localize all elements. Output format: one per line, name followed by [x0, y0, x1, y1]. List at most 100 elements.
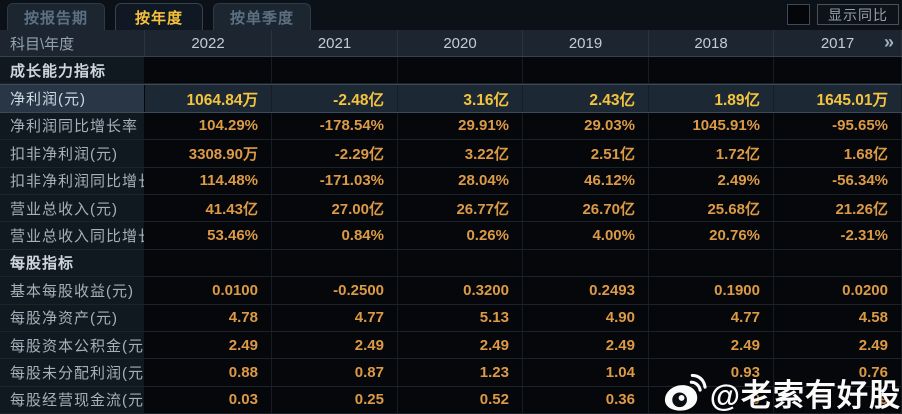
section-header-row: 成长能力指标	[0, 57, 902, 85]
cell-value: 0.2493	[523, 277, 649, 304]
row-label: 净利润(元)	[0, 85, 145, 112]
cell-value: 2.49	[398, 331, 523, 359]
year-column-header: 2017 »	[774, 30, 902, 56]
cell-value: 1.04	[523, 359, 649, 386]
weibo-icon	[662, 373, 707, 413]
cell-value: 53.46%	[145, 222, 272, 249]
cell-value: 0.0200	[774, 277, 902, 304]
row-label: 每股指标	[0, 249, 145, 277]
row-label: 净利润同比增长率	[0, 112, 145, 140]
cell-value: 4.77	[272, 304, 398, 331]
corner-header: 科目\年度	[0, 30, 145, 56]
cell-value: 0.25	[272, 386, 398, 414]
cell-value: 104.29%	[145, 112, 272, 140]
compare-controls: 显示同比	[787, 4, 899, 25]
more-years-chevron-icon[interactable]: »	[883, 32, 894, 53]
year-column-header: 2018	[649, 30, 774, 56]
show-yoy-label[interactable]: 显示同比	[817, 4, 899, 25]
section-header-row: 每股指标	[0, 249, 902, 278]
cell-value: 29.91%	[398, 112, 523, 140]
cell-value: -0.2500	[272, 277, 398, 304]
table-row: 每股净资产(元) 4.78 4.77 5.13 4.90 4.77 4.58	[0, 304, 902, 332]
year-label: 2022	[191, 34, 225, 52]
year-label: 2021	[317, 34, 352, 52]
cell-value: 21.26亿	[774, 194, 902, 222]
cell-value: 28.04%	[398, 167, 523, 194]
cell-value: 0.3200	[398, 277, 523, 304]
year-label: 2017	[820, 34, 855, 52]
tab-annual[interactable]: 按年度	[115, 3, 204, 30]
row-label: 每股资本公积金(元)	[0, 331, 145, 359]
watermark-text: @老索有好股	[709, 378, 901, 413]
year-column-header: 2022	[145, 30, 272, 56]
watermark: @老索有好股	[662, 370, 901, 414]
cell-value: 27.00亿	[272, 194, 398, 222]
cell-value	[398, 249, 523, 277]
row-label: 每股未分配利润(元)	[0, 359, 145, 386]
row-label: 基本每股收益(元)	[0, 277, 145, 304]
year-column-header: 2020	[398, 30, 523, 56]
cell-value: 46.12%	[523, 167, 649, 194]
table-row: 扣非净利润同比增长率114.48%-171.03%28.04%46.12%2.4…	[0, 167, 902, 195]
row-label: 每股经营现金流(元)	[0, 386, 145, 414]
cell-value	[649, 57, 774, 84]
cell-value: 3.22亿	[398, 140, 523, 167]
cell-value: 1.89亿	[649, 85, 774, 112]
cell-value: 0.87	[272, 359, 398, 386]
cell-value	[774, 249, 902, 277]
cell-value: 0.88	[145, 359, 272, 386]
cell-value: 4.58	[774, 304, 902, 331]
cell-value: 3.16亿	[398, 85, 523, 112]
table-row: 营业总收入(元) 41.43亿 27.00亿 26.77亿 26.70亿 25.68亿 21…	[0, 194, 902, 223]
cell-value: 1.72亿	[649, 140, 774, 167]
cell-value: -2.29亿	[272, 140, 398, 167]
cell-value	[272, 57, 398, 84]
cell-value: 4.77	[649, 304, 774, 331]
cell-value: 0.76	[774, 359, 902, 386]
year-label: 2019	[568, 34, 603, 52]
cell-value	[272, 249, 398, 277]
cell-value: 0.36	[523, 386, 649, 414]
cell-value: 25.68亿	[649, 194, 774, 222]
cell-value: 2.49	[272, 331, 398, 359]
cell-value: 2.49	[649, 331, 774, 359]
cell-value: 20.76%	[649, 222, 774, 249]
year-column-header: 2021	[272, 30, 398, 56]
cell-value: 9	[774, 386, 902, 414]
tab-report-period[interactable]: 按报告期	[7, 3, 106, 30]
table-row: 营业总收入同比增长率53.46%0.84%0.26%4.00%20.76%-2.…	[0, 222, 902, 250]
cell-value: 0.84%	[272, 222, 398, 249]
tab-quarterly[interactable]: 按单季度	[213, 3, 312, 30]
row-label: 扣非净利润(元)	[0, 140, 145, 167]
cell-value: 2.49	[523, 331, 649, 359]
cell-value: 0.1900	[649, 277, 774, 304]
table-row: 每股资本公积金(元) 2.49 2.49 2.49 2.49 2.49 2.49	[0, 331, 902, 360]
cell-value: 0.03	[145, 386, 272, 414]
cell-value: 2.49%	[649, 167, 774, 194]
cell-value: 0.0100	[145, 277, 272, 304]
cell-value	[145, 57, 272, 84]
table-row: 扣非净利润(元) 3308.90万 -2.29亿 3.22亿 2.51亿 1.72亿 1.6…	[0, 140, 902, 168]
cell-value: 5.13	[398, 304, 523, 331]
cell-value: -2.48亿	[272, 85, 398, 112]
table-row: 净利润同比增长率 104.29% -178.54% 29.91% 29.03% 1045.…	[0, 112, 902, 141]
cell-value: 26.70亿	[523, 194, 649, 222]
table-row: 基本每股收益(元) 0.0100 -0.2500 0.3200 0.2493 0.1900…	[0, 277, 902, 305]
cell-value	[398, 57, 523, 84]
cell-value: 1045.91%	[649, 112, 774, 140]
cell-value	[774, 57, 902, 84]
show-yoy-checkbox[interactable]	[787, 4, 810, 25]
row-label: 成长能力指标	[0, 57, 145, 84]
cell-value	[523, 249, 649, 277]
cell-value: -2.31%	[774, 222, 902, 249]
cell-value: -95.65%	[774, 112, 902, 140]
table-row: 每股未分配利润(元) 0.88 0.87 1.23 1.04 0.93 0.76	[0, 359, 902, 387]
cell-value: 29.03%	[523, 112, 649, 140]
cell-value: 1064.84万	[145, 85, 272, 112]
year-label: 2020	[443, 34, 477, 52]
cell-value: -171.03%	[272, 167, 398, 194]
financial-table: 科目\年度 2022 2021 2020 2019 2018 2017 » 成长能力指标 净利润(…	[0, 30, 902, 414]
row-label: 每股净资产(元)	[0, 304, 145, 331]
cell-value	[649, 249, 774, 277]
